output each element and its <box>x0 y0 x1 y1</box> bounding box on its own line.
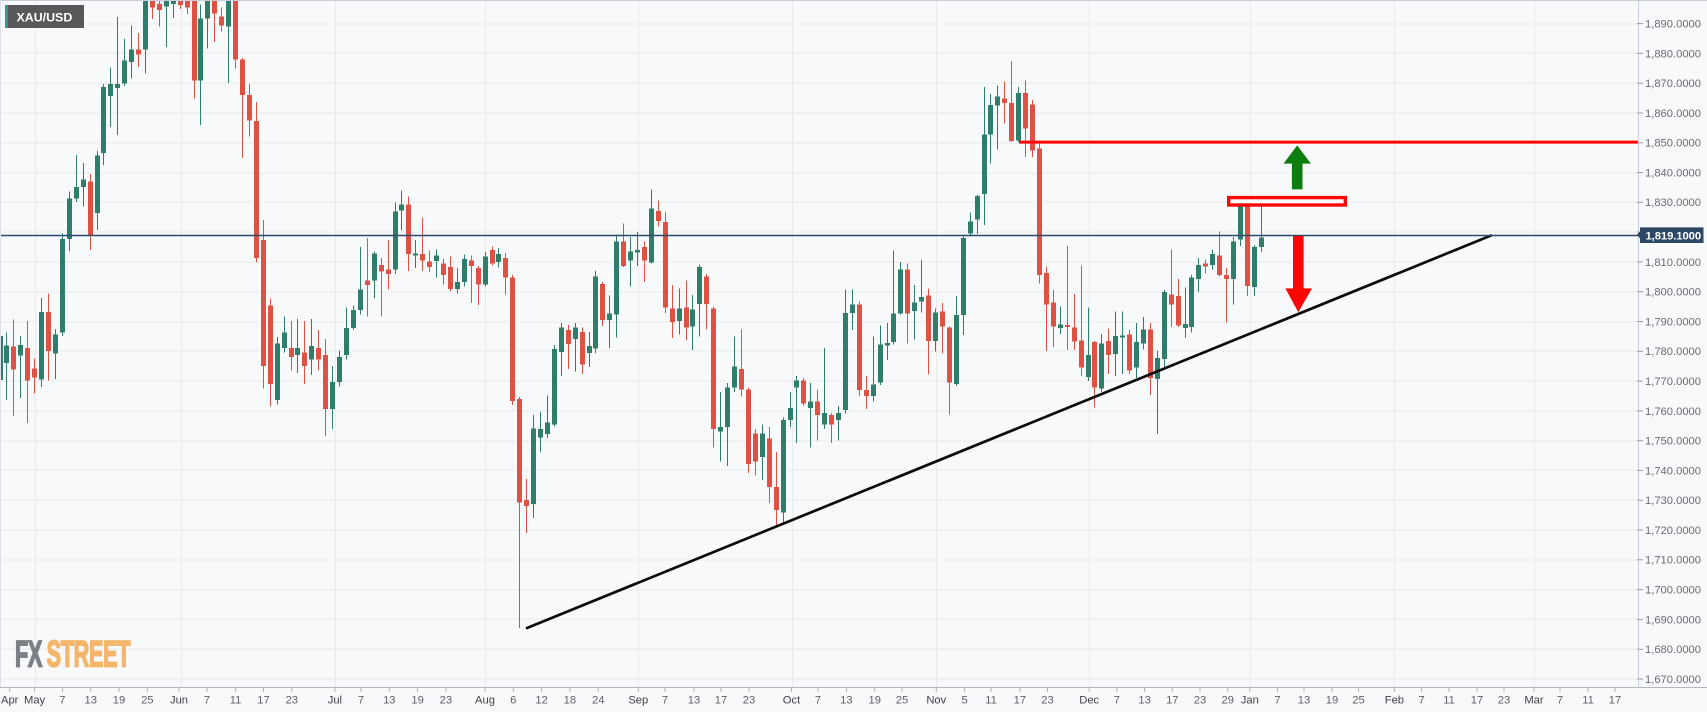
svg-text:1,740.0000: 1,740.0000 <box>1645 465 1701 477</box>
svg-text:1,790.0000: 1,790.0000 <box>1645 316 1701 328</box>
svg-text:7: 7 <box>1557 695 1563 707</box>
svg-text:11: 11 <box>230 695 242 707</box>
svg-text:19: 19 <box>1326 695 1338 707</box>
svg-text:29: 29 <box>1221 695 1233 707</box>
svg-text:17: 17 <box>1609 695 1621 707</box>
svg-text:23: 23 <box>743 695 755 707</box>
svg-text:11: 11 <box>1443 695 1455 707</box>
svg-text:6: 6 <box>510 695 516 707</box>
svg-text:23: 23 <box>1498 695 1510 707</box>
svg-text:1,840.0000: 1,840.0000 <box>1645 167 1701 179</box>
svg-text:12: 12 <box>535 695 547 707</box>
svg-text:1,850.0000: 1,850.0000 <box>1645 138 1701 150</box>
svg-text:7: 7 <box>1418 695 1424 707</box>
svg-text:1,770.0000: 1,770.0000 <box>1645 376 1701 388</box>
svg-text:7: 7 <box>1114 695 1120 707</box>
svg-text:Mar: Mar <box>1524 695 1544 707</box>
svg-text:23: 23 <box>1041 695 1053 707</box>
svg-text:13: 13 <box>84 695 96 707</box>
svg-text:19: 19 <box>113 695 125 707</box>
svg-text:1,880.0000: 1,880.0000 <box>1645 48 1701 60</box>
svg-text:17: 17 <box>1471 695 1483 707</box>
svg-text:13: 13 <box>1298 695 1310 707</box>
svg-text:Jul: Jul <box>328 695 342 707</box>
svg-text:1,780.0000: 1,780.0000 <box>1645 346 1701 358</box>
svg-text:25: 25 <box>1352 695 1364 707</box>
svg-text:1,750.0000: 1,750.0000 <box>1645 436 1701 448</box>
svg-text:XAU/USD: XAU/USD <box>17 10 73 24</box>
svg-text:May: May <box>24 695 46 707</box>
svg-text:1,830.0000: 1,830.0000 <box>1645 197 1701 209</box>
svg-text:19: 19 <box>868 695 880 707</box>
svg-text:STREET: STREET <box>47 635 131 675</box>
svg-text:13: 13 <box>840 695 852 707</box>
svg-text:24: 24 <box>592 695 604 707</box>
svg-text:Sep: Sep <box>628 695 648 707</box>
svg-text:1,720.0000: 1,720.0000 <box>1645 525 1701 537</box>
svg-text:7: 7 <box>59 695 65 707</box>
svg-text:17: 17 <box>1166 695 1178 707</box>
svg-text:Feb: Feb <box>1385 695 1404 707</box>
svg-text:1,710.0000: 1,710.0000 <box>1645 555 1701 567</box>
svg-text:1,680.0000: 1,680.0000 <box>1645 644 1701 656</box>
svg-text:1,800.0000: 1,800.0000 <box>1645 287 1701 299</box>
svg-text:1,700.0000: 1,700.0000 <box>1645 585 1701 597</box>
svg-text:11: 11 <box>1582 695 1594 707</box>
svg-text:7: 7 <box>662 695 668 707</box>
svg-text:25: 25 <box>896 695 908 707</box>
svg-text:1,670.0000: 1,670.0000 <box>1645 674 1701 686</box>
svg-text:Apr: Apr <box>1 695 19 707</box>
svg-text:1,819.1000: 1,819.1000 <box>1646 230 1702 242</box>
svg-text:1,810.0000: 1,810.0000 <box>1645 257 1701 269</box>
svg-text:1,890.0000: 1,890.0000 <box>1645 19 1701 31</box>
svg-text:11: 11 <box>985 695 997 707</box>
svg-text:13: 13 <box>383 695 395 707</box>
svg-text:18: 18 <box>564 695 576 707</box>
svg-text:23: 23 <box>440 695 452 707</box>
svg-text:13: 13 <box>688 695 700 707</box>
svg-text:5: 5 <box>961 695 967 707</box>
svg-text:1,690.0000: 1,690.0000 <box>1645 614 1701 626</box>
svg-text:7: 7 <box>1274 695 1280 707</box>
svg-text:1,730.0000: 1,730.0000 <box>1645 495 1701 507</box>
svg-text:Jan: Jan <box>1241 695 1259 707</box>
svg-text:7: 7 <box>204 695 210 707</box>
svg-text:25: 25 <box>141 695 153 707</box>
svg-text:17: 17 <box>1014 695 1026 707</box>
svg-text:23: 23 <box>1194 695 1206 707</box>
svg-text:FX: FX <box>15 635 42 675</box>
svg-text:23: 23 <box>286 695 298 707</box>
svg-text:7: 7 <box>358 695 364 707</box>
svg-text:Jun: Jun <box>170 695 188 707</box>
svg-text:7: 7 <box>815 695 821 707</box>
svg-text:Dec: Dec <box>1079 695 1099 707</box>
svg-text:1,870.0000: 1,870.0000 <box>1645 78 1701 90</box>
svg-text:Nov: Nov <box>926 695 946 707</box>
svg-text:1,860.0000: 1,860.0000 <box>1645 108 1701 120</box>
svg-text:Aug: Aug <box>475 695 495 707</box>
svg-text:1,760.0000: 1,760.0000 <box>1645 406 1701 418</box>
svg-text:13: 13 <box>1138 695 1150 707</box>
svg-text:17: 17 <box>257 695 269 707</box>
svg-text:19: 19 <box>411 695 423 707</box>
svg-text:17: 17 <box>715 695 727 707</box>
svg-text:Oct: Oct <box>783 695 801 707</box>
